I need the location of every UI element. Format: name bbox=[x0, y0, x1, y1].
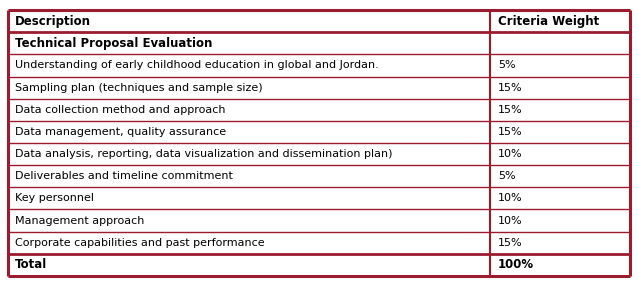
Text: 15%: 15% bbox=[498, 83, 523, 93]
Text: 10%: 10% bbox=[498, 149, 523, 159]
Text: 10%: 10% bbox=[498, 193, 523, 203]
Text: 15%: 15% bbox=[498, 238, 523, 248]
Text: Criteria Weight: Criteria Weight bbox=[498, 15, 599, 27]
Text: Understanding of early childhood education in global and Jordan.: Understanding of early childhood educati… bbox=[15, 60, 379, 70]
Text: 5%: 5% bbox=[498, 60, 516, 70]
Text: 10%: 10% bbox=[498, 216, 523, 226]
Text: Deliverables and timeline commitment: Deliverables and timeline commitment bbox=[15, 171, 233, 181]
Text: Data management, quality assurance: Data management, quality assurance bbox=[15, 127, 226, 137]
Text: Corporate capabilities and past performance: Corporate capabilities and past performa… bbox=[15, 238, 265, 248]
Text: Key personnel: Key personnel bbox=[15, 193, 94, 203]
Text: 100%: 100% bbox=[498, 259, 534, 271]
Text: 15%: 15% bbox=[498, 105, 523, 115]
Text: 15%: 15% bbox=[498, 127, 523, 137]
Text: Description: Description bbox=[15, 15, 91, 27]
Text: Total: Total bbox=[15, 259, 48, 271]
Text: 5%: 5% bbox=[498, 171, 516, 181]
Text: Management approach: Management approach bbox=[15, 216, 145, 226]
Text: Sampling plan (techniques and sample size): Sampling plan (techniques and sample siz… bbox=[15, 83, 263, 93]
Text: Technical Proposal Evaluation: Technical Proposal Evaluation bbox=[15, 37, 212, 50]
Text: Data analysis, reporting, data visualization and dissemination plan): Data analysis, reporting, data visualiza… bbox=[15, 149, 393, 159]
Text: Data collection method and approach: Data collection method and approach bbox=[15, 105, 226, 115]
